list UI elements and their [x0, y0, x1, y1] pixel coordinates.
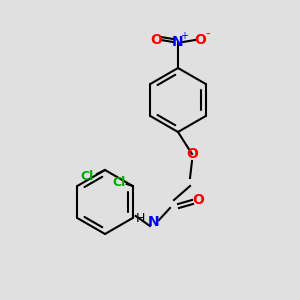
- Text: O: O: [186, 147, 198, 161]
- Text: O: O: [150, 33, 162, 47]
- Text: O: O: [194, 33, 206, 47]
- Text: +: +: [180, 31, 188, 41]
- Text: Cl: Cl: [112, 176, 125, 188]
- Text: O: O: [192, 193, 204, 207]
- Text: N: N: [148, 215, 160, 229]
- Text: -: -: [206, 28, 210, 40]
- Text: H: H: [135, 212, 145, 226]
- Text: N: N: [172, 35, 184, 49]
- Text: Cl: Cl: [80, 169, 94, 182]
